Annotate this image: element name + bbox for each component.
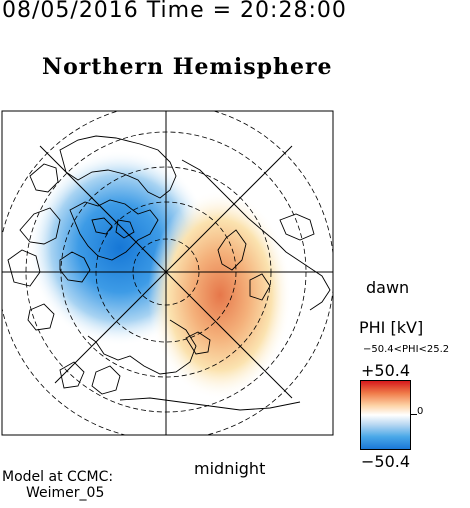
midnight-label: midnight [194, 459, 266, 478]
positive-potential-cell [148, 190, 292, 400]
colorbar [360, 380, 411, 450]
hemisphere-title: Northern Hemisphere [42, 54, 333, 80]
colorbar-zero-tick [411, 414, 417, 415]
model-line-1: Model at CCMC: [2, 469, 114, 485]
datetime-title: 08/05/2016 Time = 20:28:00 [2, 0, 347, 23]
colorbar-title: PHI [kV] [359, 318, 424, 337]
map-axes [2, 111, 333, 435]
colorbar-max-label: +50.4 [361, 361, 411, 380]
coastlines [7, 135, 331, 411]
model-credit: Model at CCMC: Weimer_05 [2, 469, 113, 501]
colorbar-range: −50.4<PHI<25.2 [363, 344, 450, 355]
model-line-2: Weimer_05 [26, 485, 105, 501]
polar-map [1, 110, 334, 436]
dawn-label: dawn [366, 278, 410, 297]
colorbar-zero-label: 0 [417, 406, 424, 417]
colorbar-min-label: −50.4 [361, 452, 411, 471]
